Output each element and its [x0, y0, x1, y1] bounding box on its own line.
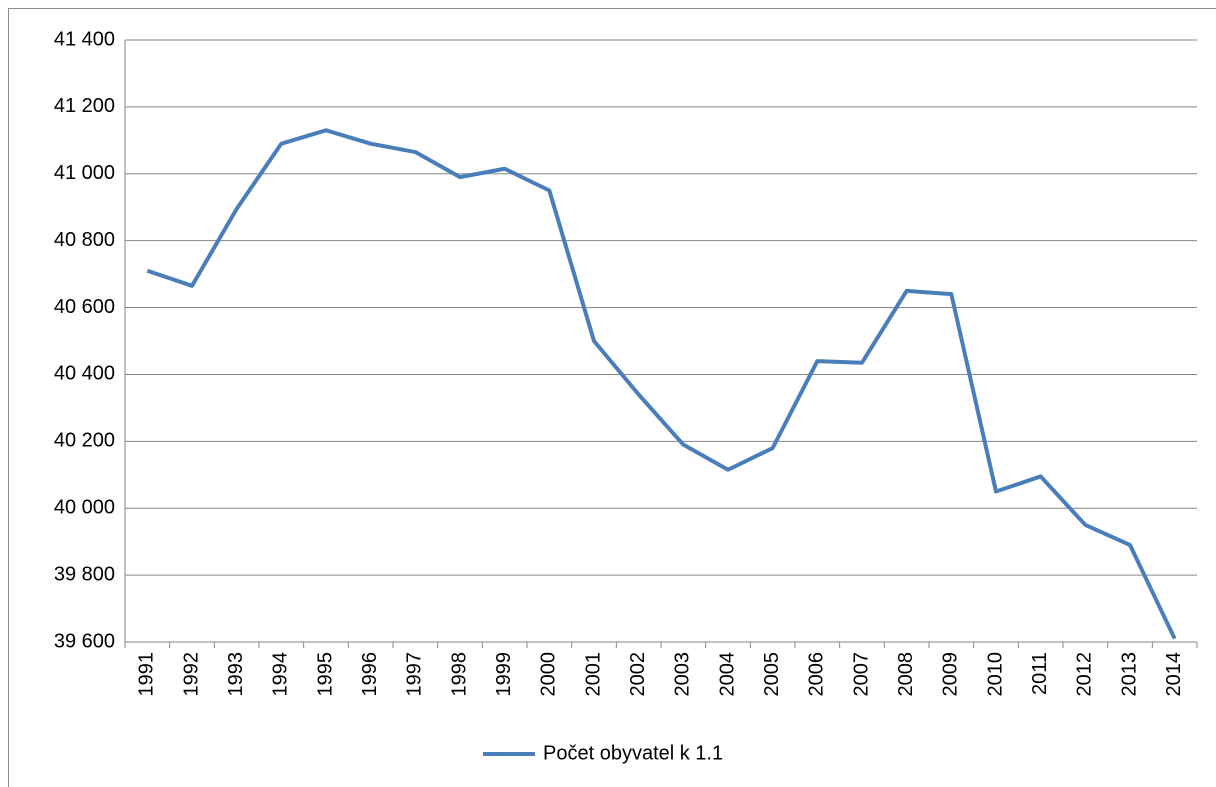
x-tick-label: 1997 [404, 652, 426, 697]
data-line [146, 128, 1177, 640]
x-tick-label: 2009 [940, 652, 962, 697]
chart-frame [8, 8, 1216, 787]
x-tick-label: 1999 [493, 652, 515, 697]
x-tick-label: 1992 [180, 652, 202, 697]
x-tick-label: 2014 [1163, 652, 1185, 697]
x-tick-label: 2000 [538, 652, 560, 697]
legend-label: Počet obyvatel k 1.1 [543, 742, 723, 764]
x-tick-label: 2006 [806, 652, 828, 697]
x-tick-label: 2010 [984, 652, 1006, 697]
x-tick-label: 2012 [1074, 652, 1096, 697]
y-tick-label: 39 600 [54, 630, 115, 652]
x-tick-label: 1995 [314, 652, 336, 697]
x-tick-label: 1993 [225, 652, 247, 697]
y-tick-label: 39 800 [54, 563, 115, 585]
y-tick-label: 40 600 [54, 296, 115, 318]
x-tick-label: 2005 [761, 652, 783, 697]
x-tick-label: 1996 [359, 652, 381, 697]
x-tick-label: 2007 [850, 652, 872, 697]
y-tick-label: 41 200 [54, 95, 115, 117]
x-tick-label: 1991 [136, 652, 158, 697]
y-tick-label: 41 400 [54, 28, 115, 50]
y-tick-label: 40 400 [54, 363, 115, 385]
x-tick-label: 2011 [1029, 652, 1051, 695]
x-tick-label: 2008 [895, 652, 917, 697]
x-tick-label: 2001 [582, 652, 604, 697]
y-tick-label: 40 200 [54, 430, 115, 452]
x-tick-label: 2013 [1118, 652, 1140, 697]
x-tick-label: 2002 [627, 652, 649, 697]
x-tick-label: 2004 [716, 652, 738, 697]
x-tick-label: 1998 [448, 652, 470, 697]
x-tick-label: 1994 [270, 652, 292, 697]
y-tick-label: 40 000 [54, 497, 115, 519]
x-tick-label: 2003 [672, 652, 694, 697]
y-tick-label: 41 000 [54, 162, 115, 184]
y-tick-label: 40 800 [54, 229, 115, 251]
